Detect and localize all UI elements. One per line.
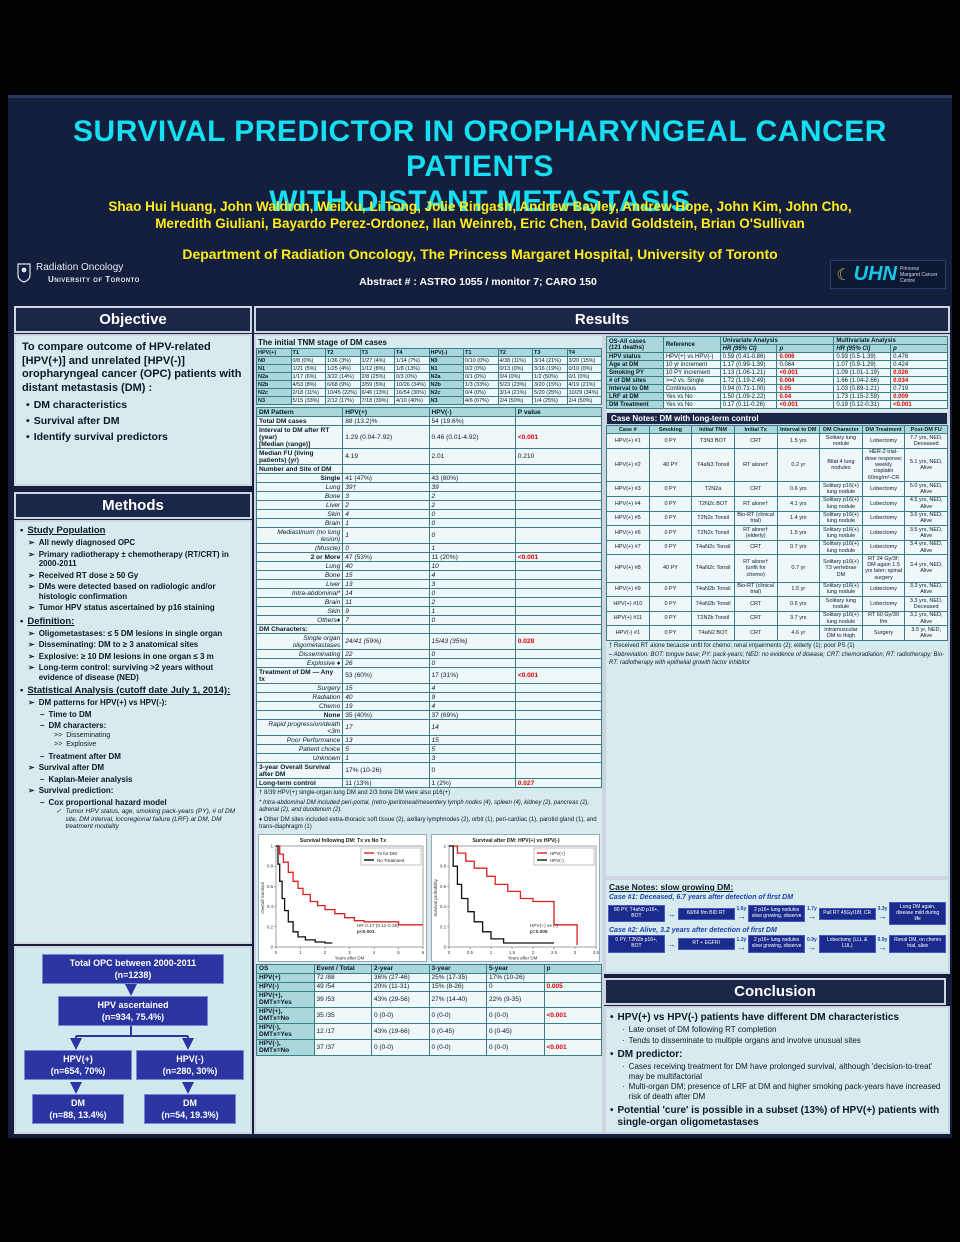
svg-text:0: 0 <box>448 950 451 955</box>
slow-case1-title: Case #1: Deceased, 6.7 years after detec… <box>609 894 794 901</box>
km-charts: Survival following DM: Tx vs No Tx 0 1 2 3 4 5… <box>258 833 600 962</box>
cox-table: OS-All cases (121 deaths) Reference Univar… <box>606 336 948 409</box>
methods-header: Methods <box>14 492 252 519</box>
conclusion-panel: • HPV(+) vs HPV(-) patients have differen… <box>604 1006 950 1134</box>
svg-text:Tx for DM: Tx for DM <box>377 850 397 855</box>
svg-text:HPV(-): HPV(-) <box>550 857 564 862</box>
svg-text:3: 3 <box>348 950 351 955</box>
svg-text:0.8: 0.8 <box>440 863 447 868</box>
svg-text:4: 4 <box>373 950 376 955</box>
methods-panel: • Study Population ➢ All newly diagnosed OP… <box>14 520 252 944</box>
objective-list: • DM characteristics • Survival after DM • Id… <box>26 399 168 443</box>
svg-text:1: 1 <box>490 950 493 955</box>
svg-text:3: 3 <box>574 950 577 955</box>
cohort-flowchart: Total OPC between 2000-2011 (n=1238) HPV … <box>14 946 252 1134</box>
svg-text:HPV(+): HPV(+) <box>550 850 565 855</box>
svg-text:0.2: 0.2 <box>267 924 274 929</box>
svg-text:0: 0 <box>271 944 274 949</box>
objective-header: Objective <box>14 306 252 333</box>
svg-text:1: 1 <box>444 843 447 848</box>
poster: SURVIVAL PREDICTOR IN OROPHARYNGEAL CANC… <box>8 95 952 1138</box>
svg-text:Overall Survival: Overall Survival <box>260 882 265 914</box>
svg-text:6: 6 <box>422 950 425 955</box>
slow-case1-flow: 80 PY, T4aN0 p16+, BOT → 60/66 f/m BID RT 1… <box>608 902 947 926</box>
flow-box-dm-neg: DM (n=54, 19.3%) <box>144 1094 236 1124</box>
results-right-panel: OS-All cases (121 deaths) Reference Univar… <box>604 334 950 878</box>
uoft-logo-line1: Radiation Oncology <box>36 262 124 273</box>
department-line: Department of Radiation Oncology, The Pr… <box>182 246 778 262</box>
flow-box-total-opc: Total OPC between 2000-2011 (n=1238) <box>42 954 224 984</box>
svg-text:HR 0.17 (0.11-0.26): HR 0.17 (0.11-0.26) <box>357 923 399 929</box>
uhn-logo-subtext: Princess Margaret Cancer Centre <box>900 265 938 284</box>
slow-case2-title: Case #2: Alive, 3.2 years after detectio… <box>609 927 777 935</box>
authors: Shao Hui Huang, John Waldron, Wei Xu, Li… <box>108 199 852 231</box>
svg-text:Survival probability: Survival probability <box>433 878 438 917</box>
svg-text:3.5: 3.5 <box>593 950 600 955</box>
conclusion-list: • HPV(+) vs HPV(-) patients have differen… <box>610 1012 941 1128</box>
svg-text:0.6: 0.6 <box>440 883 447 888</box>
svg-text:Survival following DM: Tx vs N: Survival following DM: Tx vs No Tx <box>300 838 386 844</box>
os-table: OS Event / Total 2-year 3-year 5-year p HPV(+)… <box>256 963 602 1056</box>
svg-text:0: 0 <box>275 950 278 955</box>
flow-box-hpv-ascertained: HPV ascertained (n=934, 75.4%) <box>58 996 208 1026</box>
svg-text:2: 2 <box>532 950 535 955</box>
objective-intro: To compare outcome of HPV-related [HPV(+… <box>22 341 242 394</box>
svg-text:0.4: 0.4 <box>440 904 447 909</box>
svg-text:No Treatment: No Treatment <box>377 857 405 862</box>
uhn-crescent-icon: ☾ <box>836 266 851 284</box>
slow-growing-panel: Case Notes: slow growing DM: Case #1: De… <box>604 878 950 974</box>
svg-text:0.2: 0.2 <box>440 924 447 929</box>
results-header: Results <box>254 306 950 333</box>
svg-text:1: 1 <box>271 843 274 848</box>
svg-text:0.4: 0.4 <box>267 904 274 909</box>
dm-footnote-3: ♦ Other DM sites included extra-thoracic… <box>259 816 597 831</box>
svg-text:0.8: 0.8 <box>267 863 274 868</box>
case-footnote-1: † Received RT alone because unfit for ch… <box>609 642 855 649</box>
svg-text:1: 1 <box>299 950 302 955</box>
svg-text:Survival after DM: HPV(+) vs H: Survival after DM: HPV(+) vs HPV(-) <box>472 838 559 844</box>
svg-text:2.5: 2.5 <box>551 950 558 955</box>
uoft-crest-icon <box>16 263 32 283</box>
svg-text:p<0.001: p<0.001 <box>357 929 375 935</box>
svg-text:0.6: 0.6 <box>267 883 274 888</box>
methods-list: • Study Population ➢ All newly diagnosed OP… <box>20 525 236 830</box>
results-middle-panel: The initial TNM stage of DM cases HPV(+)… <box>254 334 604 1134</box>
dm-footnote-2: * Intra-abdominal DM included peri-porta… <box>259 799 590 814</box>
svg-text:Years after DM: Years after DM <box>508 955 538 960</box>
slow-case2-flow: 0 PY, T2N2b p16+, BOT → RT + EGFRI 1.3y → 2 p… <box>608 935 947 953</box>
slow-growing-heading: Case Notes: slow growing DM: <box>609 882 734 892</box>
dm-footnote-1: † 8/39 HPV(+) single-organ lung DM and 2… <box>259 790 451 796</box>
flow-box-hpv-pos: HPV(+) (n=654, 70%) <box>24 1050 132 1080</box>
svg-text:2: 2 <box>324 950 327 955</box>
svg-text:p=0.005: p=0.005 <box>530 929 548 935</box>
km-chart-hpv: Survival after DM: HPV(+) vs HPV(-) 0 0.5 1… <box>431 833 600 962</box>
flow-box-hpv-neg: HPV(-) (n=280, 30%) <box>136 1050 244 1080</box>
dm-pattern-table: DM Pattern HPV(+) HPV(-) P value Total DM ca… <box>256 407 602 788</box>
svg-text:0.5: 0.5 <box>467 950 474 955</box>
case-footnote-2: – Abbreviation: BOT: tongue base; PY: pa… <box>609 652 945 666</box>
tnm-table: HPV(+) T1 T2 T3 T4 HPV(-) T1 T2 T3 T4 N0 0/8 (0%) 1/… <box>256 348 602 405</box>
svg-text:HPV(+) vs (-): HPV(+) vs (-) <box>530 923 559 929</box>
svg-text:5: 5 <box>397 950 400 955</box>
uhn-logo-text: UHN <box>853 263 897 285</box>
svg-text:Years after DM: Years after DM <box>335 955 365 960</box>
flow-box-dm-pos: DM (n=88, 13.4%) <box>32 1094 124 1124</box>
svg-text:0: 0 <box>444 944 447 949</box>
poster-title: SURVIVAL PREDICTOR IN OROPHARYNGEAL CANC… <box>73 115 887 218</box>
uoft-logo: Radiation Oncology University of Toronto <box>16 262 140 285</box>
svg-text:1.5: 1.5 <box>509 950 516 955</box>
tnm-table-title: The initial TNM stage of DM cases <box>258 338 387 347</box>
objective-panel: To compare outcome of HPV-related [HPV(+… <box>14 334 252 486</box>
abstract-line: Abstract # : ASTRO 1055 / monitor 7; CAR… <box>359 276 597 288</box>
case-table-title: Case Notes: DM with long-term control <box>606 412 948 425</box>
conclusion-header: Conclusion <box>604 978 946 1005</box>
uhn-logo: ☾ UHN Princess Margaret Cancer Centre <box>830 260 946 289</box>
uoft-logo-line2: University of Toronto <box>48 275 140 284</box>
case-table: Case # Smoking Initial TNM Initial Tx Interv… <box>606 424 948 641</box>
km-chart-treatment: Survival following DM: Tx vs No Tx 0 1 2 3 4 5… <box>258 833 427 962</box>
